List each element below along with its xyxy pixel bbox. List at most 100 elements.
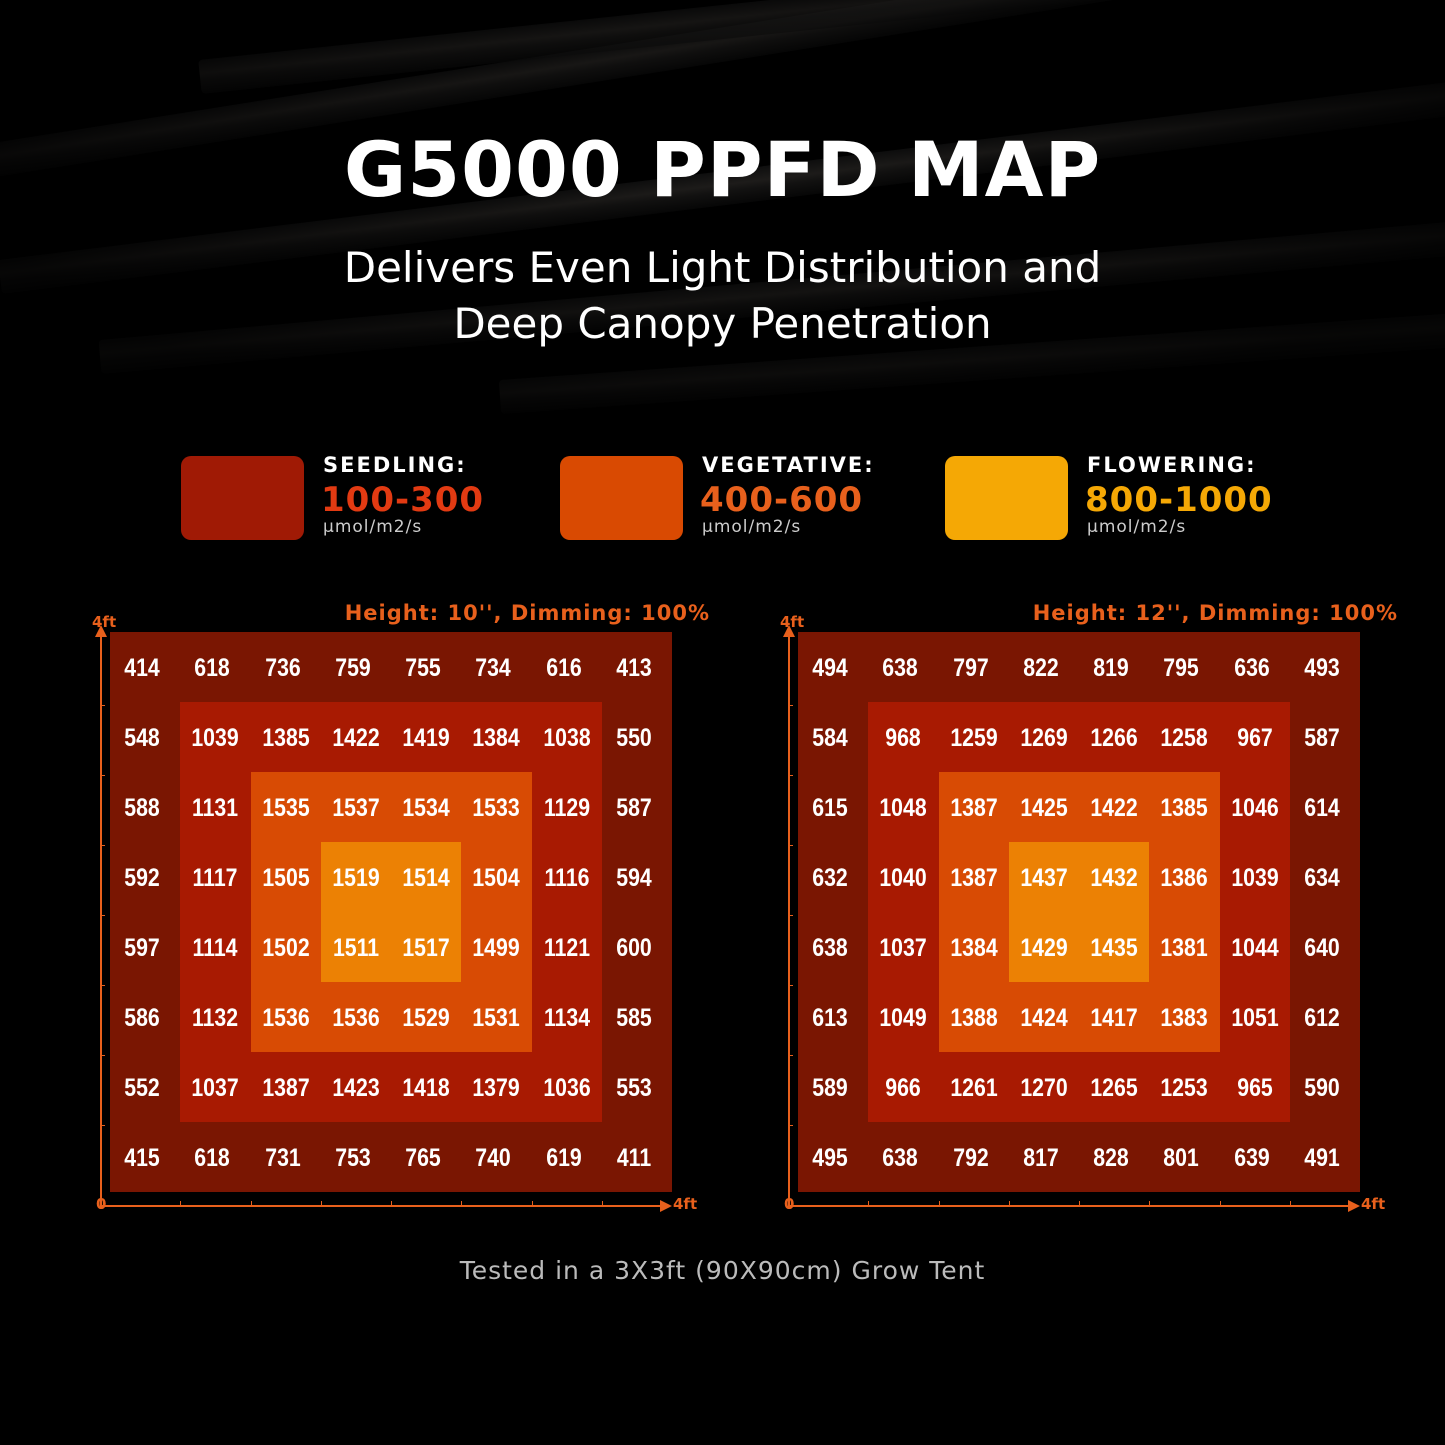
cell-value: 1049 [879,1004,927,1032]
heatmap-cell [391,702,462,772]
heatmap-cell [798,1052,869,1122]
heatmap-cell [601,1052,672,1122]
heatmap-cell [180,982,251,1052]
legend-range: 100-300 [321,480,485,520]
x-axis-tick [461,1201,463,1206]
legend-label: SEEDLING: [323,453,467,477]
cell-value: 1529 [402,1004,450,1032]
heatmap-cell [320,702,391,772]
cell-value: 1116 [544,864,589,892]
cell-value: 1259 [949,724,998,752]
cell-value: 1387 [949,864,998,892]
cell-value: 1536 [332,1004,380,1032]
cell-value: 616 [545,654,582,682]
heatmap-cell [320,1122,391,1192]
cell-value: 1499 [472,934,520,962]
cell-value: 493 [1304,654,1340,682]
cell-value: 968 [885,724,921,752]
heatmap-cell [1008,912,1079,982]
cell-value: 967 [1236,724,1273,752]
heatmap-cell [531,1122,602,1192]
x-axis-tick [1149,1201,1151,1206]
heatmap-plot: 414 618 736 759 755 734 616 413 548 1039 1385 1422 1… [110,632,672,1192]
chart-title: Height: 10'', Dimming: 100% [344,601,710,625]
cell-value: 615 [812,794,848,822]
y-axis [100,635,102,1207]
heatmap-cell [1289,1052,1360,1122]
y-axis-tick [100,775,105,776]
heatmap-cell [391,1052,462,1122]
heatmap-cell [461,772,532,842]
cell-value: 1437 [1020,864,1068,892]
cell-value: 965 [1236,1074,1273,1102]
heatmap-cell [1219,702,1290,772]
heatmap-cell [1289,842,1360,912]
heatmap-cell [531,1052,602,1122]
x-axis-tick [180,1201,182,1206]
heatmap-cell [391,632,462,702]
cell-value: 1537 [332,794,380,822]
heatmap-cell [938,702,1009,772]
heatmap-cell [180,632,251,702]
heatmap-cell [798,1122,869,1192]
page-title: G5000 PPFD MAP [343,125,1102,214]
cell-value: 640 [1304,934,1340,962]
cell-value: 1253 [1160,1074,1208,1102]
cell-value: 491 [1304,1144,1340,1172]
heatmap-cell [601,632,672,702]
heatmap-cell [1219,1052,1290,1122]
heatmap-cell [461,702,532,772]
legend-unit: μmol/m2/s [702,517,802,537]
heatmap-cell [868,632,939,702]
heatmap-cell [110,1052,181,1122]
heatmap-cell [1289,982,1360,1052]
y-axis-tick [788,915,793,916]
heatmap-cell [938,912,1009,982]
cell-value: 736 [264,654,301,682]
heatmap-cell [1289,632,1360,702]
cell-value: 1037 [879,934,927,962]
cell-value: 590 [1304,1074,1340,1102]
cell-value: 1429 [1020,934,1068,962]
cell-value: 734 [475,654,511,682]
heatmap-cell [250,772,321,842]
cell-value: 1037 [191,1074,239,1102]
cell-value: 632 [812,864,848,892]
cell-value: 797 [952,654,989,682]
heatmap-cell [1149,912,1220,982]
heatmap-cell [1008,1052,1079,1122]
heatmap-cell [531,912,602,982]
cell-value: 1379 [472,1074,520,1102]
heatmap-cell [868,702,939,772]
y-axis-tick [100,915,105,916]
heatmap-cell [531,632,602,702]
y-axis [788,635,790,1207]
page-subtitle: Delivers Even Light Distribution and Dee… [0,240,1445,352]
cell-value: 1384 [949,934,998,962]
cell-value: 1044 [1230,934,1279,962]
heatmap-cell [798,842,869,912]
subtitle-line-1: Delivers Even Light Distribution and [343,243,1102,292]
heatmap-cell [250,702,321,772]
y-axis-tick [788,985,793,986]
cell-value: 795 [1163,654,1199,682]
heatmap-cell [1079,632,1150,702]
x-axis-tick [868,1201,870,1206]
subtitle-line-2: Deep Canopy Penetration [453,299,992,348]
heatmap-cell [110,702,181,772]
cell-value: 597 [124,934,160,962]
cell-value: 1384 [472,724,520,752]
heatmap-cell [1079,912,1150,982]
heatmap-cell [1079,772,1150,842]
heatmap-cell [531,772,602,842]
heatmap-cell [1219,842,1290,912]
cell-value: 589 [812,1074,848,1102]
heatmap-cell [531,982,602,1052]
cell-value: 1040 [879,864,927,892]
heatmap-cell [320,912,391,982]
cell-value: 1046 [1230,794,1279,822]
cell-value: 1418 [402,1074,450,1102]
x-axis-tick [250,1201,252,1206]
cell-value: 638 [882,654,918,682]
y-axis-tick [788,1055,793,1056]
